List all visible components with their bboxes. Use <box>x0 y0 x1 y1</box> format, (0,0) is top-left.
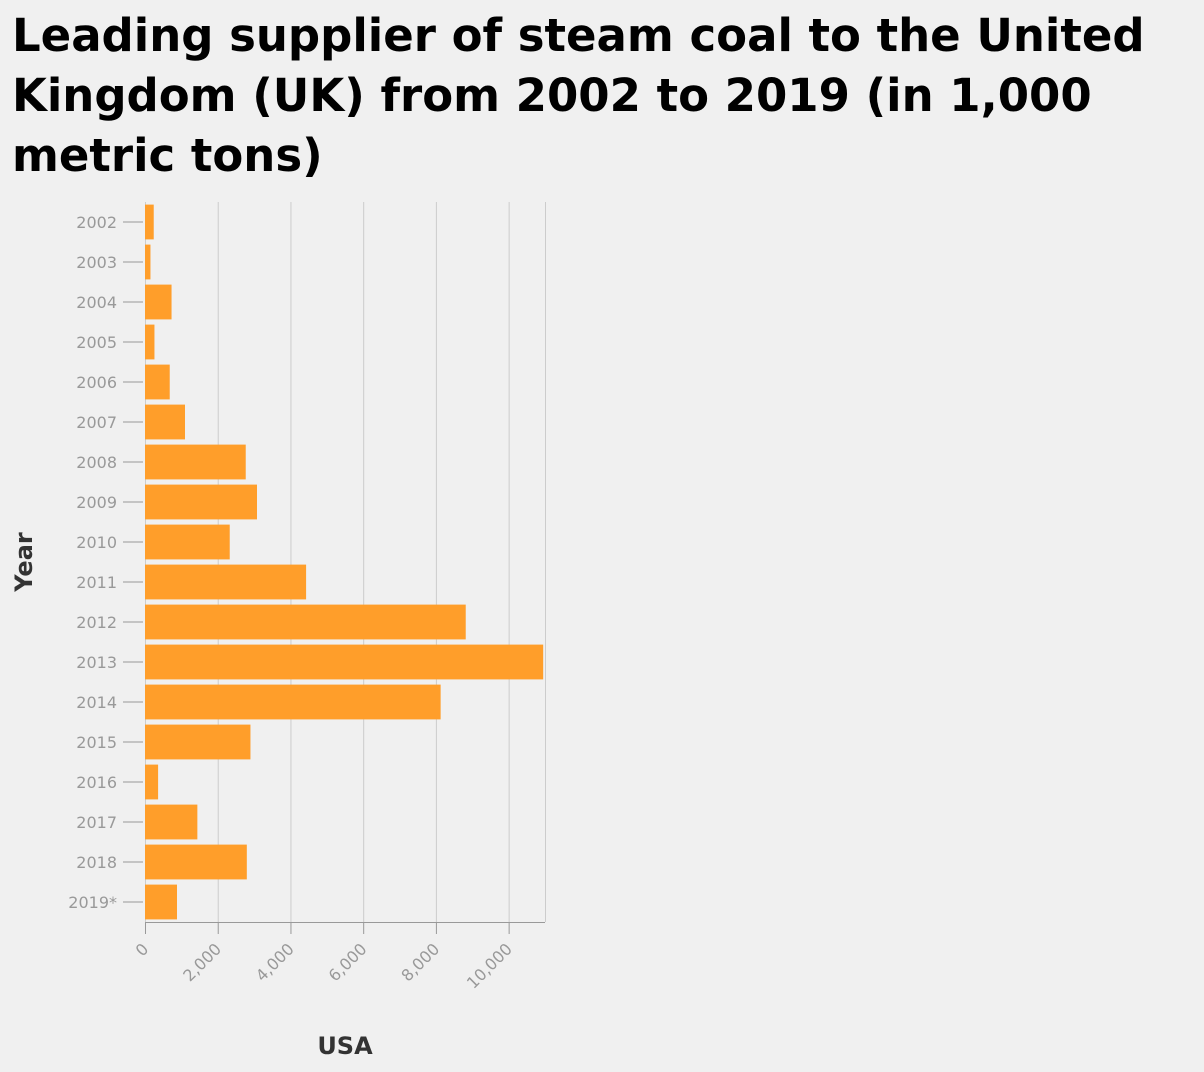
y-tick-label: 2016 <box>76 773 117 792</box>
x-tick-label: 2,000 <box>179 939 225 985</box>
y-tick-label: 2009 <box>76 493 117 512</box>
x-tick-label: 4,000 <box>252 939 298 985</box>
bars <box>145 204 544 920</box>
y-tick-label: 2002 <box>76 213 117 232</box>
bar <box>145 404 185 440</box>
y-tick-label: 2015 <box>76 733 117 752</box>
y-tick-label: 2005 <box>76 333 117 352</box>
bar <box>145 444 246 480</box>
grid-lines <box>145 202 546 922</box>
bar <box>145 684 441 720</box>
y-axis-title: Year <box>10 532 38 593</box>
y-tick-label: 2007 <box>76 413 117 432</box>
y-tick-label: 2004 <box>76 293 117 312</box>
y-tick-label: 2012 <box>76 613 117 632</box>
y-tick-label: 2017 <box>76 813 117 832</box>
y-axis: 2002 2003 2004 2005 2006 2007 2008 2009 2010 2011… <box>68 213 143 912</box>
y-tick-label: 2008 <box>76 453 117 472</box>
x-axis-title: USA <box>317 1032 373 1060</box>
bar <box>145 484 257 520</box>
x-tick-label: 10,000 <box>463 939 516 992</box>
bar <box>145 204 154 240</box>
x-tick-label: 0 <box>132 939 153 960</box>
bar <box>145 524 230 560</box>
y-tick-label: 2014 <box>76 693 117 712</box>
x-tick-label: 8,000 <box>397 939 443 985</box>
bar <box>145 884 177 920</box>
chart-title: Leading supplier of steam coal to the Un… <box>12 9 1145 182</box>
x-tick-label: 6,000 <box>325 939 371 985</box>
bar <box>145 764 159 800</box>
bar <box>145 644 544 680</box>
y-tick-label: 2010 <box>76 533 117 552</box>
y-tick-label: 2011 <box>76 573 117 592</box>
bar <box>145 324 155 360</box>
y-tick-label: 2018 <box>76 853 117 872</box>
bar <box>145 724 251 760</box>
bar <box>145 604 466 640</box>
y-tick-label: 2019* <box>68 893 117 912</box>
y-tick-label: 2013 <box>76 653 117 672</box>
bar <box>145 364 170 400</box>
bar <box>145 244 151 280</box>
y-tick-label: 2003 <box>76 253 117 272</box>
x-axis: 0 2,000 4,000 6,000 8,000 10,000 <box>132 922 545 992</box>
bar <box>145 804 198 840</box>
bar <box>145 284 172 320</box>
bar <box>145 564 307 600</box>
bar <box>145 844 247 880</box>
y-tick-label: 2006 <box>76 373 117 392</box>
